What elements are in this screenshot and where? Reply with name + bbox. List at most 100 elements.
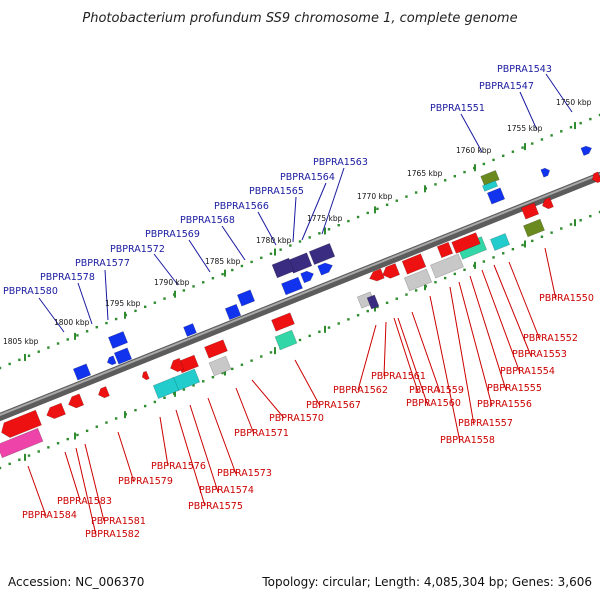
leader-line-12 xyxy=(38,297,65,333)
gene-1550b xyxy=(523,218,545,238)
chromosome-backbone xyxy=(0,171,600,422)
gene-label-PBPRA1579: PBPRA1579 xyxy=(118,476,173,487)
leader-line-29 xyxy=(207,397,237,475)
gene-1548 xyxy=(591,171,600,184)
gene-1566 xyxy=(281,276,303,296)
gene-1564b xyxy=(300,270,314,284)
gene-1582 xyxy=(68,393,85,409)
gene-label-PBPRA1571: PBPRA1571 xyxy=(234,428,289,439)
gene-label-PBPRA1565: PBPRA1565 xyxy=(249,186,304,197)
gene-label-PBPRA1566: PBPRA1566 xyxy=(214,201,269,212)
gene-1551b xyxy=(481,180,499,192)
leader-line-14 xyxy=(508,261,541,341)
gene-1575 xyxy=(170,357,185,373)
leader-line-34 xyxy=(84,443,105,522)
leader-line-22 xyxy=(397,317,429,407)
gene-label-PBPRA1562: PBPRA1562 xyxy=(333,385,388,396)
gene-label-PBPRA1570: PBPRA1570 xyxy=(269,413,324,424)
leader-line-21 xyxy=(411,311,441,393)
gene-label-PBPRA1576: PBPRA1576 xyxy=(151,461,206,472)
gene-1558 xyxy=(403,268,433,292)
gene-1556 xyxy=(436,241,454,259)
gene-label-PBPRA1582: PBPRA1582 xyxy=(85,529,140,540)
leader-line-25 xyxy=(357,324,377,391)
leader-line-19 xyxy=(449,286,475,426)
kbp-1795: 1795 kbp xyxy=(105,299,141,308)
leader-line-26 xyxy=(294,359,321,407)
lower-gene-labels: PBPRA1550 PBPRA1552 PBPRA1553 PBPRA1554 … xyxy=(22,293,594,540)
leader-line-20 xyxy=(429,295,461,443)
leader-line-24 xyxy=(383,321,387,377)
leader-line-17 xyxy=(469,275,507,391)
leader-line-37 xyxy=(27,465,47,517)
gene-1576b xyxy=(152,377,180,399)
gene-1557 xyxy=(430,253,464,279)
leader-line-28 xyxy=(235,387,255,435)
gene-label-PBPRA1561: PBPRA1561 xyxy=(371,371,426,382)
kbp-1755: 1755 kbp xyxy=(507,124,543,133)
gene-1550 xyxy=(520,202,540,220)
gene-label-PBPRA1551: PBPRA1551 xyxy=(430,103,485,114)
gene-label-PBPRA1584: PBPRA1584 xyxy=(22,510,77,521)
kbp-ticks: 1750 kbp 1755 kbp 1760 kbp 1765 kbp 1770… xyxy=(3,98,592,346)
gene-1565 xyxy=(271,257,295,279)
leader-line-15 xyxy=(493,264,532,357)
gene-1547 xyxy=(540,167,551,178)
gene-label-PBPRA1547: PBPRA1547 xyxy=(479,81,534,92)
gene-track xyxy=(0,145,600,459)
gene-1543 xyxy=(580,145,593,156)
gene-1568 xyxy=(236,289,256,307)
gene-label-PBPRA1543: PBPRA1543 xyxy=(497,64,552,75)
kbp-1750: 1750 kbp xyxy=(556,98,592,107)
ruler-lower xyxy=(0,210,600,470)
gene-1551 xyxy=(480,169,500,187)
kbp-1790: 1790 kbp xyxy=(154,278,190,287)
leader-line-13 xyxy=(544,247,557,301)
gene-1583 xyxy=(46,402,66,420)
leader-line-36 xyxy=(64,451,81,501)
gene-1562b xyxy=(366,294,380,310)
gene-label-PBPRA1553: PBPRA1553 xyxy=(512,349,567,360)
kbp-1765: 1765 kbp xyxy=(407,169,443,178)
leader-line-8 xyxy=(188,239,211,273)
accession-text: Accession: NC_006370 xyxy=(8,575,144,589)
gene-1554 xyxy=(451,232,481,254)
leader-line-7 xyxy=(221,225,246,261)
leader-line-31 xyxy=(175,409,206,507)
upper-gene-labels: PBPRA1543 PBPRA1547 PBPRA1551 PBPRA1563 … xyxy=(3,64,552,297)
gene-label-PBPRA1552: PBPRA1552 xyxy=(523,333,578,344)
gene-label-PBPRA1550: PBPRA1550 xyxy=(539,293,594,304)
gene-1563b xyxy=(317,262,333,276)
gene-1561 xyxy=(369,268,385,282)
gene-1571 xyxy=(204,339,228,359)
leader-line-30 xyxy=(189,404,219,493)
kbp-1775: 1775 kbp xyxy=(307,214,343,223)
gene-1567 xyxy=(271,312,295,332)
gene-label-PBPRA1564: PBPRA1564 xyxy=(280,172,335,183)
kbp-1785: 1785 kbp xyxy=(205,257,241,266)
gene-1569 xyxy=(224,303,242,321)
gene-1578 xyxy=(113,347,133,365)
gene-label-PBPRA1554: PBPRA1554 xyxy=(500,366,555,377)
leader-line-0 xyxy=(545,73,573,113)
gene-1573 xyxy=(208,355,232,377)
gene-label-PBPRA1581: PBPRA1581 xyxy=(91,516,146,527)
leader-line-1 xyxy=(519,91,538,131)
gene-1580 xyxy=(72,363,92,381)
leader-line-4 xyxy=(301,182,327,241)
gene-label-PBPRA1555: PBPRA1555 xyxy=(487,383,542,394)
gene-label-PBPRA1572: PBPRA1572 xyxy=(110,244,165,255)
kbp-1800: 1800 kbp xyxy=(54,318,90,327)
leader-line-16 xyxy=(481,269,521,374)
gene-label-PBPRA1557: PBPRA1557 xyxy=(458,418,513,429)
gene-1581 xyxy=(97,386,110,399)
leader-line-23 xyxy=(393,317,419,393)
gene-1577 xyxy=(107,331,129,349)
kbp-1805: 1805 kbp xyxy=(3,337,39,346)
gene-1559 xyxy=(401,253,427,275)
gene-1563 xyxy=(308,243,336,265)
gene-label-PBPRA1574: PBPRA1574 xyxy=(199,485,254,496)
kbp-1770: 1770 kbp xyxy=(357,192,393,201)
leader-line-33 xyxy=(117,431,135,483)
gene-1572 xyxy=(183,323,197,337)
